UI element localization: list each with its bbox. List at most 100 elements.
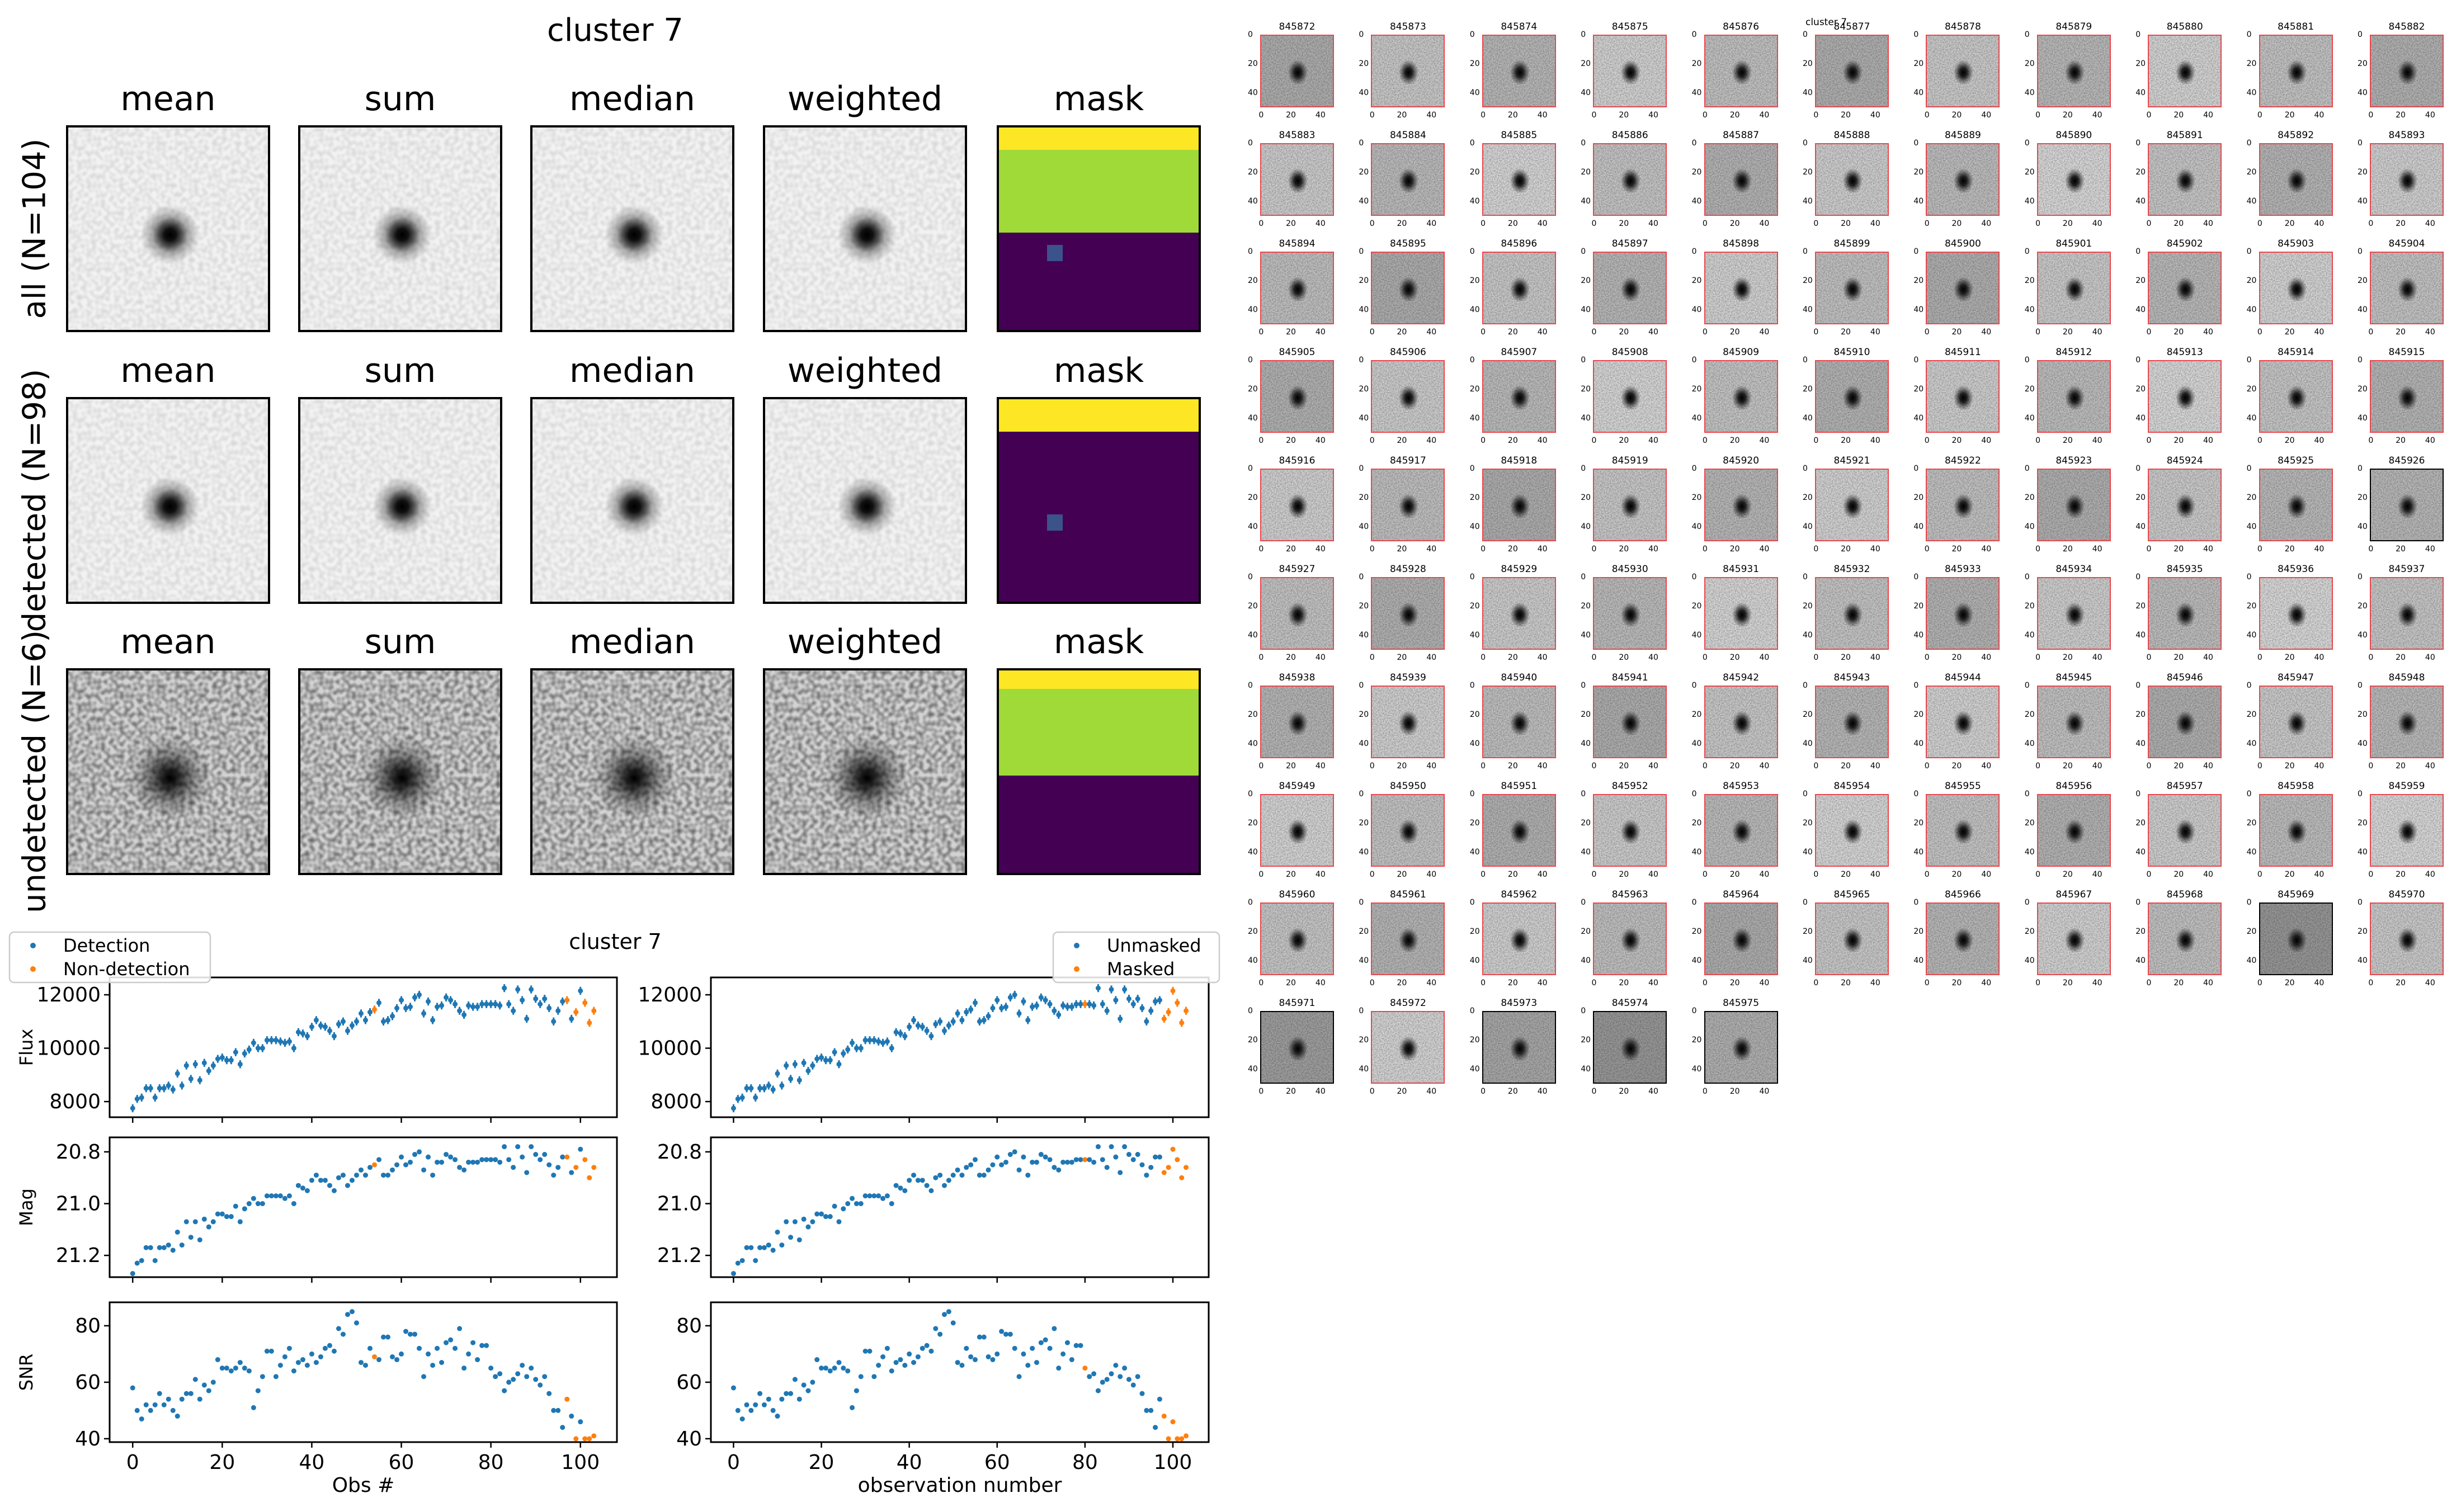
regular-point-snr bbox=[858, 1374, 864, 1379]
stamp-x-tick: 20 bbox=[1507, 762, 1518, 771]
stamp-x-tick: 20 bbox=[1397, 979, 1407, 987]
noise-texture bbox=[2038, 904, 2110, 974]
regular-point-snr bbox=[470, 1340, 476, 1345]
regular-point-flux bbox=[986, 1013, 991, 1019]
y-tick-label: 12000 bbox=[638, 984, 702, 1007]
noise-texture bbox=[1594, 361, 1666, 432]
stamp-y-tick: 40 bbox=[1913, 956, 1924, 966]
stamp-image bbox=[1593, 794, 1667, 867]
regular-point-mag bbox=[814, 1211, 820, 1217]
stamp-y-tick: 40 bbox=[1469, 956, 1480, 966]
stamp-x-tick: 0 bbox=[1924, 762, 1930, 771]
stamp-image bbox=[2036, 686, 2111, 758]
y-tick-label: 20.8 bbox=[657, 1141, 702, 1164]
stamp-image bbox=[1482, 360, 1556, 433]
stamp-y-tick: 20 bbox=[1581, 59, 1591, 69]
stamp-y-tick: 0 bbox=[1691, 30, 1697, 40]
stamp-x-tick: 0 bbox=[1591, 545, 1597, 554]
stamp-x-tick: 40 bbox=[1759, 870, 1770, 879]
stamp-image bbox=[1371, 469, 1445, 541]
regular-point-snr bbox=[1104, 1377, 1110, 1382]
regular-point-mag bbox=[255, 1201, 261, 1207]
regular-point-snr bbox=[841, 1365, 846, 1371]
stamp-x-tick: 20 bbox=[1619, 219, 1629, 228]
regular-point-mag bbox=[810, 1219, 815, 1225]
stamp-x-tick: 0 bbox=[1258, 436, 1264, 445]
stamp-x-tick: 20 bbox=[1619, 762, 1629, 771]
regular-point-mag bbox=[148, 1245, 153, 1250]
stamp-y-tick: 20 bbox=[2024, 385, 2035, 394]
stamp-y-tick: 0 bbox=[1691, 898, 1697, 908]
stamp-x-tick: 40 bbox=[1315, 653, 1326, 662]
stamp-x-tick: 40 bbox=[1648, 870, 1658, 879]
stamp-y-tick: 20 bbox=[2246, 493, 2257, 503]
stamp-image bbox=[2036, 360, 2111, 433]
regular-point-snr bbox=[1003, 1331, 1008, 1337]
regular-point-snr bbox=[139, 1416, 144, 1422]
regular-point-mag bbox=[560, 1154, 565, 1160]
highlight-point-snr bbox=[1166, 1436, 1171, 1442]
stamp-x-tick: 40 bbox=[2425, 979, 2435, 987]
stamp-image bbox=[1593, 577, 1667, 650]
stamp-y-tick: 0 bbox=[2135, 573, 2141, 582]
stamp-y-tick: 20 bbox=[1248, 819, 1258, 828]
regular-point-flux bbox=[353, 1019, 359, 1024]
stamp-id-label: 845902 bbox=[2166, 238, 2203, 249]
regular-point-snr bbox=[1016, 1374, 1022, 1379]
stamp-x-tick: 20 bbox=[2284, 545, 2295, 554]
stamp-x-tick: 0 bbox=[1369, 870, 1375, 879]
stamp-y-tick: 20 bbox=[2358, 493, 2368, 503]
regular-point-flux bbox=[955, 1010, 960, 1016]
regular-point-mag bbox=[972, 1157, 978, 1163]
stamp-image bbox=[1815, 794, 1889, 867]
regular-point-flux bbox=[331, 1033, 337, 1039]
stamp-image bbox=[1926, 469, 2000, 541]
regular-point-mag bbox=[421, 1167, 427, 1173]
stamp-id-label: 845968 bbox=[2166, 889, 2203, 900]
stamp-image bbox=[2370, 469, 2444, 541]
stamp-y-tick: 20 bbox=[1359, 168, 1369, 177]
stamp-x-tick: 40 bbox=[1315, 328, 1326, 337]
stamp-image bbox=[2370, 143, 2444, 216]
noise-texture bbox=[1261, 361, 1333, 432]
stamp-x-tick: 40 bbox=[1426, 762, 1437, 771]
stamp-x-tick: 0 bbox=[1369, 436, 1375, 445]
plot-frame-snr bbox=[710, 1301, 1210, 1443]
regular-point-snr bbox=[273, 1374, 279, 1379]
noise-texture bbox=[1483, 795, 1555, 866]
stamp-x-tick: 40 bbox=[2092, 653, 2102, 662]
regular-point-flux bbox=[1052, 1008, 1057, 1014]
stamp-x-tick: 0 bbox=[1369, 762, 1375, 771]
regular-point-mag bbox=[757, 1245, 763, 1250]
regular-point-mag bbox=[130, 1271, 135, 1277]
stamp-y-tick: 40 bbox=[1803, 956, 1813, 966]
stamp-x-tick: 20 bbox=[1729, 653, 1740, 662]
regular-point-mag bbox=[412, 1152, 418, 1157]
regular-point-snr bbox=[399, 1351, 404, 1357]
stamp-id-label: 845916 bbox=[1279, 455, 1316, 466]
stamp-id-label: 845915 bbox=[2388, 347, 2425, 358]
stamp-id-label: 845925 bbox=[2278, 455, 2314, 466]
stamp-image bbox=[1926, 252, 2000, 324]
stamp-x-tick: 20 bbox=[1507, 111, 1518, 120]
regular-point-flux bbox=[871, 1037, 877, 1043]
regular-point-mag bbox=[318, 1178, 323, 1183]
regular-point-snr bbox=[823, 1365, 828, 1371]
stamp-y-tick: 40 bbox=[2024, 414, 2035, 423]
regular-point-mag bbox=[1043, 1154, 1048, 1160]
stamp-x-tick: 40 bbox=[2314, 328, 2325, 337]
stamp-x-tick: 0 bbox=[1481, 653, 1486, 662]
stamp-y-tick: 0 bbox=[2246, 681, 2252, 691]
stamp-x-tick: 20 bbox=[2284, 219, 2295, 228]
regular-point-snr bbox=[318, 1354, 323, 1359]
stamp-y-tick: 0 bbox=[2024, 247, 2030, 257]
stamp-id-label: 845893 bbox=[2388, 130, 2425, 141]
column-title: median bbox=[569, 351, 695, 390]
regular-point-snr bbox=[1034, 1360, 1039, 1365]
stamp-y-tick: 40 bbox=[1581, 197, 1591, 206]
regular-point-mag bbox=[880, 1196, 886, 1201]
regular-point-flux bbox=[775, 1071, 780, 1076]
regular-point-flux bbox=[488, 1001, 494, 1007]
regular-point-snr bbox=[1073, 1343, 1079, 1348]
stamp-image bbox=[2259, 903, 2333, 975]
